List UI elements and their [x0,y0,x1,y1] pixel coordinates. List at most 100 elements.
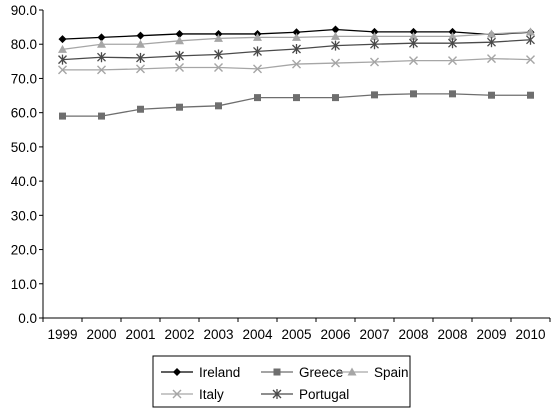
data-point [254,94,261,102]
data-point [331,40,340,51]
data-point [214,62,223,72]
data-point [59,112,66,120]
x-tick-label: 2001 [125,327,155,342]
data-point [370,39,379,50]
data-point [97,33,106,42]
legend-item-ireland: Ireland [161,365,240,380]
legend-label: Ireland [199,365,240,380]
data-point [136,31,145,40]
data-point [526,34,535,45]
data-point [58,35,67,44]
series-spain [58,27,535,53]
data-point [293,94,300,102]
data-point [487,37,496,48]
x-axis-ticks: 1999 2000 2001 2002 2003 2004 2005 2006 2007 2008… [42,318,551,342]
data-point [331,58,340,68]
data-point [175,50,184,61]
data-point [175,29,184,38]
data-point [58,65,67,75]
x-tick-label: 2008 [398,327,428,342]
data-point [214,33,223,42]
data-point [487,29,496,38]
data-point [371,91,378,99]
data-point [136,39,145,48]
series-portugal [58,34,535,65]
data-point [370,57,379,67]
y-tick-label: 60.0 [11,106,37,121]
data-point [331,31,340,40]
x-tick-label: 2004 [242,327,273,342]
x-tick-label: 2008 [437,327,467,342]
x-tick-label: 1999 [47,327,77,342]
y-tick-label: 50.0 [11,140,37,155]
x-tick-label: 2003 [203,327,233,342]
data-point [176,103,183,111]
data-point [97,39,106,48]
x-tick-label: 2007 [359,327,389,342]
legend-item-spain: Spain [336,365,409,380]
data-point [253,46,262,57]
data-point [410,90,417,98]
data-point [253,64,262,74]
data-point [215,102,222,110]
y-tick-label: 30.0 [11,208,37,223]
chart-series [58,25,535,120]
data-point [292,59,301,69]
x-tick-label: 2010 [515,327,545,342]
legend-item-italy: Italy [161,387,224,402]
y-tick-label: 0.0 [18,311,37,326]
data-point [58,54,67,65]
data-point [332,94,339,102]
data-point [136,52,145,63]
y-tick-label: 20.0 [11,243,37,258]
legend-label: Greece [299,365,343,380]
data-point [292,28,301,37]
data-point [58,44,67,53]
data-point [448,31,457,40]
data-point [526,55,535,65]
data-point [253,32,262,41]
legend-marker [173,368,181,376]
series-italy [58,54,535,75]
y-tick-label: 80.0 [11,37,37,52]
legend-label: Portugal [299,387,349,402]
x-tick-label: 2005 [281,327,311,342]
data-point [449,90,456,98]
data-point [527,91,534,99]
data-point [97,52,106,63]
data-point [292,44,301,55]
chart-legend: Ireland Greece Spain Italy Portugal [152,355,411,408]
y-tick-label: 40.0 [11,174,37,189]
legend-label: Spain [374,365,409,380]
legend-marker [272,389,282,399]
legend-label: Italy [199,387,224,402]
data-point [136,64,145,74]
x-tick-label: 2002 [164,327,194,342]
x-tick-label: 2006 [320,327,350,342]
legend-marker [347,367,357,376]
x-tick-label: 2000 [86,327,116,342]
legend-box [152,355,411,408]
data-point [488,91,495,99]
data-point [175,62,184,72]
data-point [448,38,457,49]
data-point [409,38,418,49]
y-axis-ticks: 0.0 10.0 20.0 30.0 40.0 50.0 60.0 70.0 80.0 90.0 [11,3,43,326]
series-greece [59,90,534,120]
data-point [175,36,184,45]
y-tick-label: 70.0 [11,71,37,86]
legend-marker [172,389,182,399]
chart-axes [42,10,550,319]
y-tick-label: 90.0 [11,3,37,18]
data-point [526,27,535,36]
legend-item-portugal: Portugal [261,387,349,402]
x-tick-label: 2009 [476,327,506,342]
data-point [448,56,457,66]
data-point [97,65,106,75]
data-point [409,56,418,66]
data-point [98,112,105,120]
y-tick-label: 10.0 [11,277,37,292]
data-point [487,54,496,64]
legend-item-greece: Greece [261,365,343,380]
